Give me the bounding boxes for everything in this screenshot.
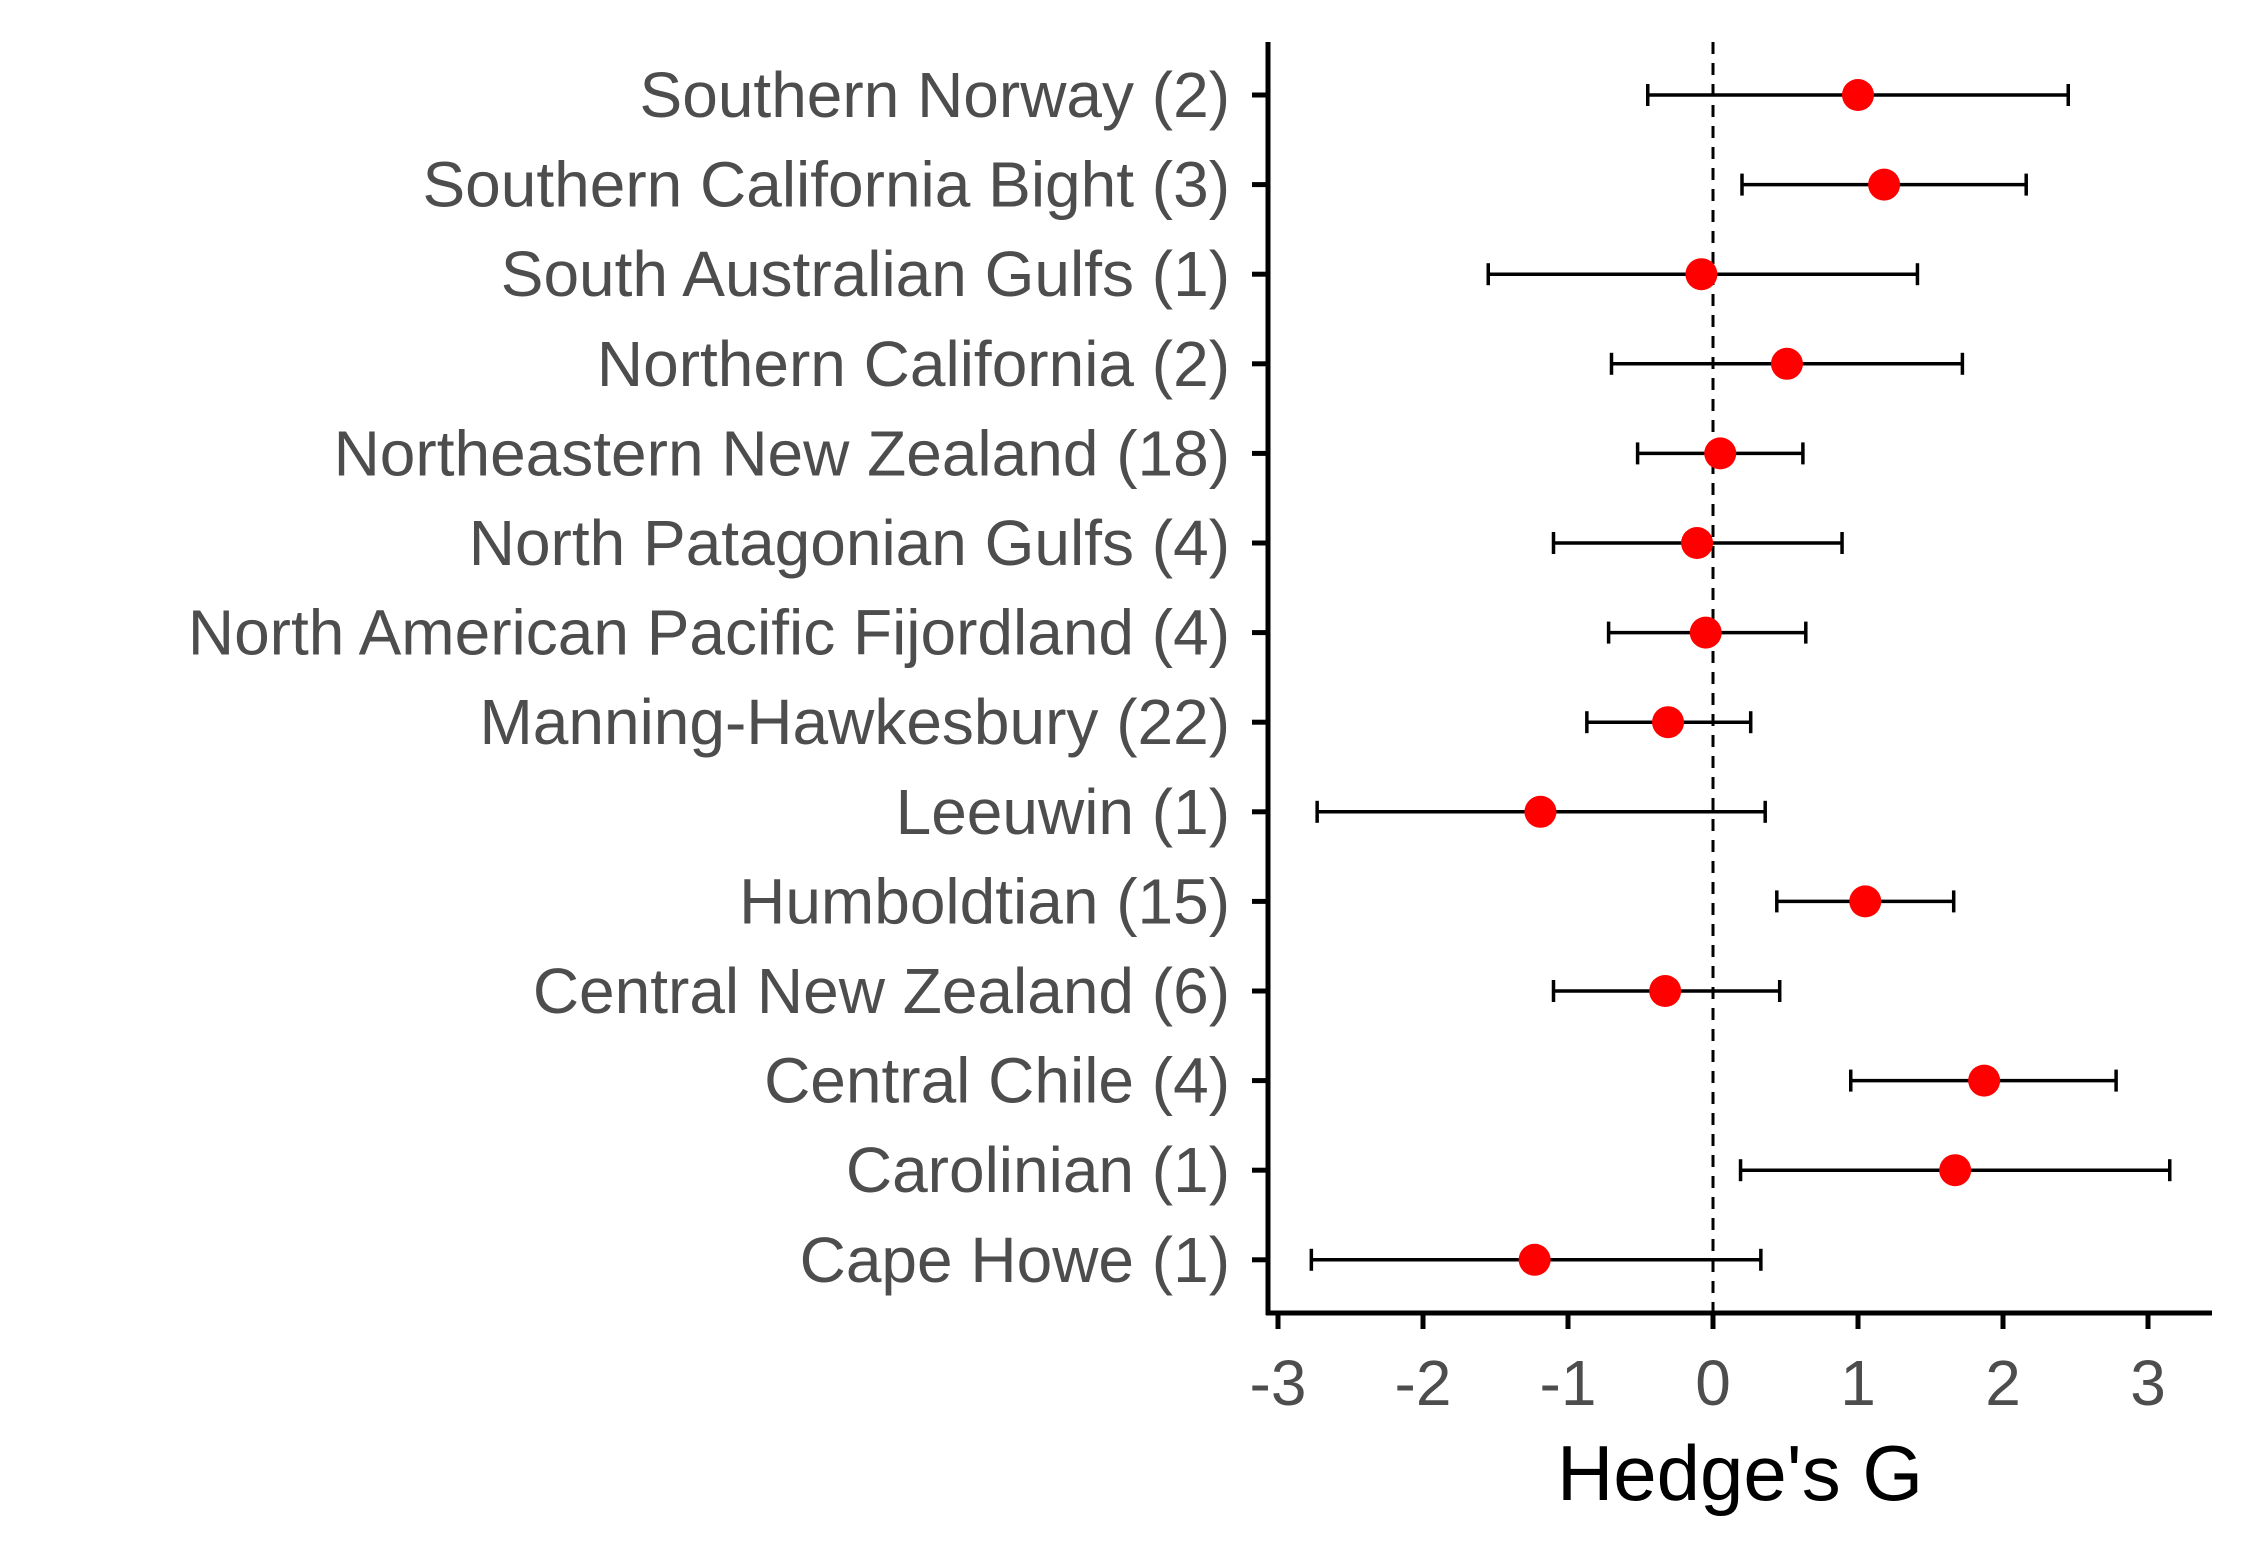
data-point: [1524, 795, 1557, 828]
data-point: [1649, 975, 1682, 1007]
y-tick-label: South Australian Gulfs (1): [501, 238, 1230, 310]
y-tick-label: Central Chile (4): [764, 1045, 1230, 1117]
x-tick-label: 0: [1695, 1347, 1731, 1419]
y-tick-label: Southern California Bight (3): [422, 149, 1230, 221]
x-tick-label: -2: [1395, 1347, 1452, 1419]
y-tick-label: Cape Howe (1): [800, 1224, 1230, 1296]
y-tick-label: Leeuwin (1): [896, 776, 1230, 848]
x-axis-tick-labels: -3 -2 -1 0 1 2 3: [1250, 1347, 2166, 1419]
x-axis-title: Hedge's G: [1557, 1429, 1923, 1517]
data-point: [1939, 1154, 1972, 1187]
data-point: [1652, 706, 1685, 739]
data-point: [1770, 347, 1803, 380]
y-axis-labels: Southern Norway (2) Southern California B…: [188, 59, 1230, 1296]
data-point: [1842, 79, 1874, 111]
y-tick-label: Humboldtian (15): [739, 865, 1230, 937]
y-tick-label: North American Pacific Fijordland (4): [188, 597, 1230, 669]
y-axis-ticks: [1252, 92, 1268, 1263]
error-bars: [1309, 84, 2172, 1271]
y-tick-label: Northern California (2): [597, 328, 1230, 400]
x-tick-label: -1: [1540, 1347, 1597, 1419]
x-tick-label: 2: [1985, 1347, 2021, 1419]
data-point: [1849, 885, 1882, 918]
data-points: [1518, 79, 2001, 1276]
data-point: [1689, 616, 1722, 649]
data-point: [1518, 1243, 1551, 1276]
data-point: [1681, 527, 1714, 559]
data-point: [1968, 1064, 2001, 1097]
y-tick-label: Central New Zealand (6): [533, 955, 1230, 1027]
x-tick-label: -3: [1250, 1347, 1307, 1419]
x-tick-label: 3: [2130, 1347, 2166, 1419]
y-tick-label: Southern Norway (2): [640, 59, 1230, 131]
y-tick-label: Manning-Hawkesbury (22): [479, 686, 1230, 758]
data-point: [1685, 258, 1718, 291]
data-point: [1704, 437, 1737, 470]
y-tick-label: North Patagonian Gulfs (4): [469, 507, 1230, 579]
y-tick-label: Carolinian (1): [846, 1134, 1230, 1206]
y-tick-label: Northeastern New Zealand (18): [334, 417, 1230, 489]
x-axis-ticks: [1275, 1313, 2151, 1329]
x-tick-label: 1: [1840, 1347, 1876, 1419]
data-point: [1868, 168, 1901, 201]
